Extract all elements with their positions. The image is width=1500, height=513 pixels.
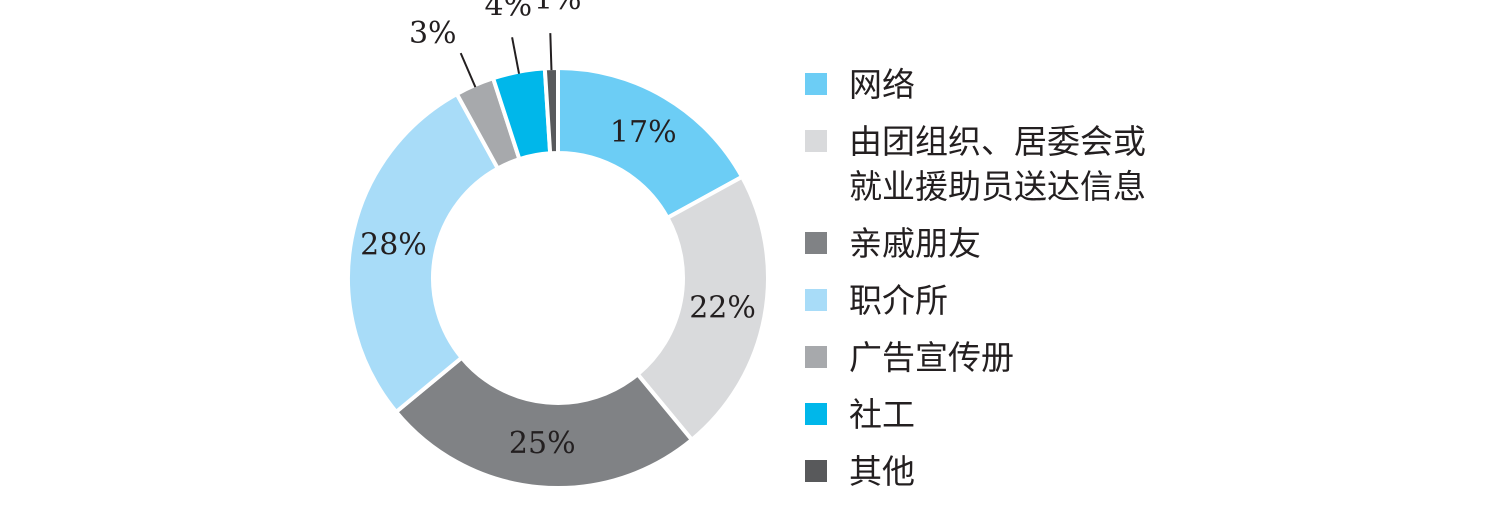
legend-swatch-5 <box>805 403 827 425</box>
legend-swatch-1 <box>805 130 827 152</box>
legend-item-6: 其他 <box>805 449 1165 494</box>
slice-label-6: 1% <box>534 0 582 17</box>
legend-label-4: 广告宣传册 <box>849 338 1014 377</box>
donut-slice-6 <box>542 65 560 156</box>
slice-label-2: 25% <box>509 426 576 461</box>
legend: 网络由团组织、居委会或 就业援助员送达信息亲戚朋友职介所广告宣传册社工其他 <box>805 62 1165 506</box>
leader-line-6 <box>549 33 553 71</box>
legend-swatch-0 <box>805 73 827 95</box>
legend-label-2: 亲戚朋友 <box>849 224 981 263</box>
legend-item-1: 由团组织、居委会或 就业援助员送达信息 <box>805 119 1165 209</box>
legend-item-0: 网络 <box>805 62 1165 107</box>
legend-swatch-6 <box>805 460 827 482</box>
donut-slice-1 <box>634 174 770 443</box>
slice-label-0: 17% <box>610 115 677 150</box>
legend-item-3: 职介所 <box>805 278 1165 323</box>
legend-swatch-2 <box>805 232 827 254</box>
leader-line-5 <box>511 37 521 74</box>
donut-slice-2 <box>393 354 695 490</box>
legend-label-0: 网络 <box>849 65 915 104</box>
slice-label-4: 3% <box>409 16 457 51</box>
donut-slice-3 <box>346 91 501 415</box>
legend-item-2: 亲戚朋友 <box>805 221 1165 266</box>
legend-label-6: 其他 <box>849 452 915 491</box>
slice-label-3: 28% <box>360 228 427 263</box>
legend-label-1: 由团组织、居委会或 就业援助员送达信息 <box>849 122 1146 206</box>
slice-label-1: 22% <box>689 290 756 325</box>
legend-item-5: 社工 <box>805 392 1165 437</box>
legend-item-4: 广告宣传册 <box>805 335 1165 380</box>
leader-line-4 <box>459 52 477 88</box>
legend-swatch-4 <box>805 346 827 368</box>
legend-swatch-3 <box>805 289 827 311</box>
legend-label-3: 职介所 <box>849 281 948 320</box>
legend-label-5: 社工 <box>849 395 915 434</box>
slice-label-5: 4% <box>485 0 533 24</box>
